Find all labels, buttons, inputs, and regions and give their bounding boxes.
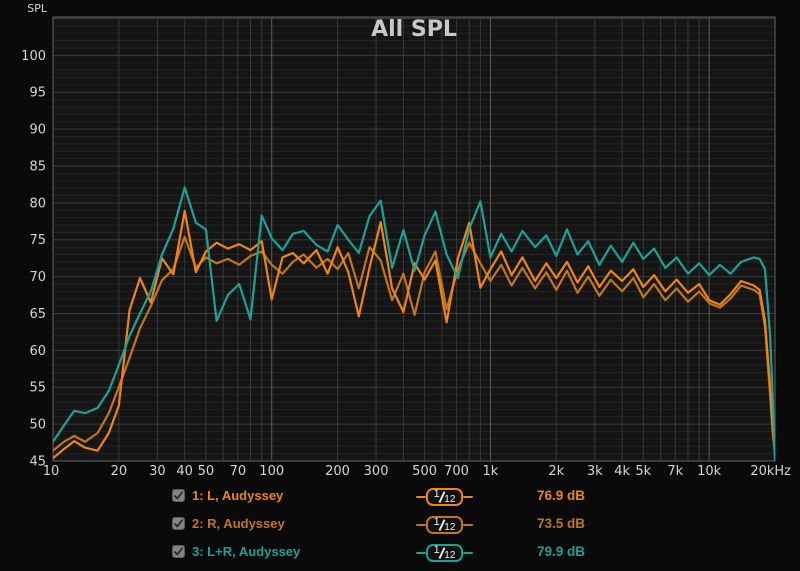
smoothing-numerator: 1 (433, 488, 440, 500)
trace-3-smoothing-badge[interactable]: 1 12 (416, 543, 473, 563)
checkmark-icon (174, 519, 183, 528)
y-tick-label: 100 (21, 49, 46, 64)
x-tick-label: 7k (667, 464, 683, 479)
plot-border (52, 16, 776, 462)
y-tick-label: 65 (29, 307, 46, 322)
y-axis-title: SPL (27, 2, 48, 15)
x-tick-label: 1k (483, 464, 499, 479)
spl-chart: 100 95 90 85 80 75 70 65 60 55 50 45 10 20 30 40 50 70 100… (0, 0, 800, 483)
smoothing-fraction: 1 12 (426, 488, 463, 506)
trace-2-label[interactable]: 2: R, Audyssey (192, 516, 285, 531)
x-tick-label: 70 (230, 464, 247, 479)
smoothing-numerator: 1 (433, 516, 440, 528)
trace-1-visibility-checkbox[interactable] (172, 489, 185, 502)
x-tick-label: 100 (259, 464, 284, 479)
x-tick-label: 10k (697, 464, 722, 479)
smoothing-numerator: 1 (433, 544, 440, 556)
y-tick-label: 85 (29, 159, 46, 174)
trace-2-spl-value: 73.5 dB (537, 516, 586, 531)
x-tick-label: 2k (548, 464, 564, 479)
x-tick-label: 30 (149, 464, 166, 479)
smoothing-denominator: 12 (444, 549, 456, 561)
legend-row-2: 2: R, Audyssey 1 12 73.5 dB (0, 515, 800, 535)
y-tick-label: 60 (29, 344, 46, 359)
trace-2-smoothing-badge[interactable]: 1 12 (416, 515, 473, 535)
y-tick-label: 70 (29, 270, 46, 285)
legend-row-1: 1: L, Audyssey 1 12 76.9 dB (0, 487, 800, 507)
trace-3-line-sample (416, 551, 426, 555)
x-tick-label: 300 (364, 464, 389, 479)
x-tick-label: 20kHz (750, 464, 791, 479)
trace-2[interactable] (53, 235, 775, 455)
trace-1-line-sample (463, 495, 473, 499)
trace-3-spl-value: 79.9 dB (537, 544, 586, 559)
trace-1[interactable] (53, 209, 775, 460)
trace-1-line-sample (416, 495, 426, 499)
x-tick-label: 10 (43, 464, 60, 479)
trace-1-spl-value: 76.9 dB (537, 488, 586, 503)
legend-row-3: 3: L+R, Audyssey 1 12 79.9 dB (0, 543, 800, 563)
x-tick-label: 500 (412, 464, 437, 479)
smoothing-denominator: 12 (444, 521, 456, 533)
x-tick-label: 20 (111, 464, 128, 479)
smoothing-fraction: 1 12 (426, 544, 463, 562)
checkmark-icon (174, 547, 183, 556)
x-tick-label: 200 (325, 464, 350, 479)
x-tick-label: 5k (635, 464, 651, 479)
y-tick-label: 80 (29, 196, 46, 211)
smoothing-denominator: 12 (444, 493, 456, 505)
chart-title: All SPL (371, 17, 457, 42)
trace-3-label[interactable]: 3: L+R, Audyssey (192, 544, 301, 559)
y-tick-label: 95 (29, 86, 46, 101)
x-tick-label: 50 (198, 464, 215, 479)
y-tick-label: 55 (29, 381, 46, 396)
trace-3-visibility-checkbox[interactable] (172, 545, 185, 558)
traces (53, 186, 775, 461)
y-tick-label: 75 (29, 233, 46, 248)
x-tick-label: 4k (614, 464, 630, 479)
y-tick-label: 90 (29, 123, 46, 138)
x-tick-label: 40 (176, 464, 193, 479)
trace-1-smoothing-badge[interactable]: 1 12 (416, 487, 473, 507)
trace-3[interactable] (53, 186, 775, 461)
trace-3-line-sample (463, 551, 473, 555)
checkmark-icon (174, 491, 183, 500)
trace-1-label[interactable]: 1: L, Audyssey (192, 488, 284, 503)
trace-2-line-sample (463, 523, 473, 527)
x-tick-label: 700 (444, 464, 469, 479)
trace-2-line-sample (416, 523, 426, 527)
trace-2-visibility-checkbox[interactable] (172, 517, 185, 530)
y-tick-label: 50 (29, 418, 46, 433)
x-tick-label: 3k (587, 464, 603, 479)
y-tick-label: 45 (29, 455, 46, 470)
smoothing-fraction: 1 12 (426, 516, 463, 534)
